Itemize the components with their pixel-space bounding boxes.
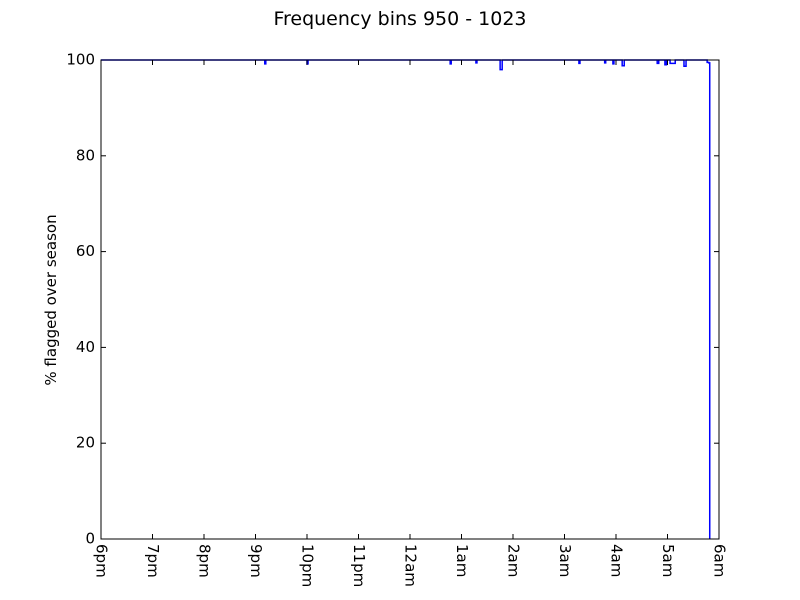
ticks-layer: 6pm 7pm 8pm 9pm 10pm 11pm 12am 1am 2am 3am 4am 5am 6… — [66, 51, 728, 588]
x-tick-label: 6pm — [93, 544, 111, 578]
x-tick-label: 3am — [556, 544, 574, 577]
x-tick-label: 12am — [402, 544, 420, 587]
x-tick-label: 1am — [453, 544, 471, 577]
y-tick-label: 20 — [76, 434, 95, 452]
x-tick-label: 8pm — [196, 544, 214, 578]
x-tick-label: 4am — [608, 544, 626, 577]
x-tick-label: 2am — [505, 544, 523, 577]
plot-frame — [100, 59, 720, 540]
series-layer — [101, 59, 711, 539]
x-tick-label: 10pm — [299, 544, 317, 587]
y-tick-label: 60 — [76, 242, 95, 260]
x-tick-label: 7pm — [144, 544, 162, 578]
chart-title: Frequency bins 950 - 1023 — [273, 8, 527, 30]
y-tick-label: 40 — [76, 338, 95, 356]
x-tick-label: 9pm — [247, 544, 265, 578]
y-tick-label: 100 — [66, 51, 95, 69]
x-tick-label: 5am — [659, 544, 677, 577]
y-tick-label: 0 — [85, 530, 95, 548]
y-tick-label: 80 — [76, 146, 95, 164]
series-line-0 — [101, 59, 711, 539]
x-tick-label: 11pm — [350, 544, 368, 587]
x-tick-label: 6am — [711, 544, 729, 577]
